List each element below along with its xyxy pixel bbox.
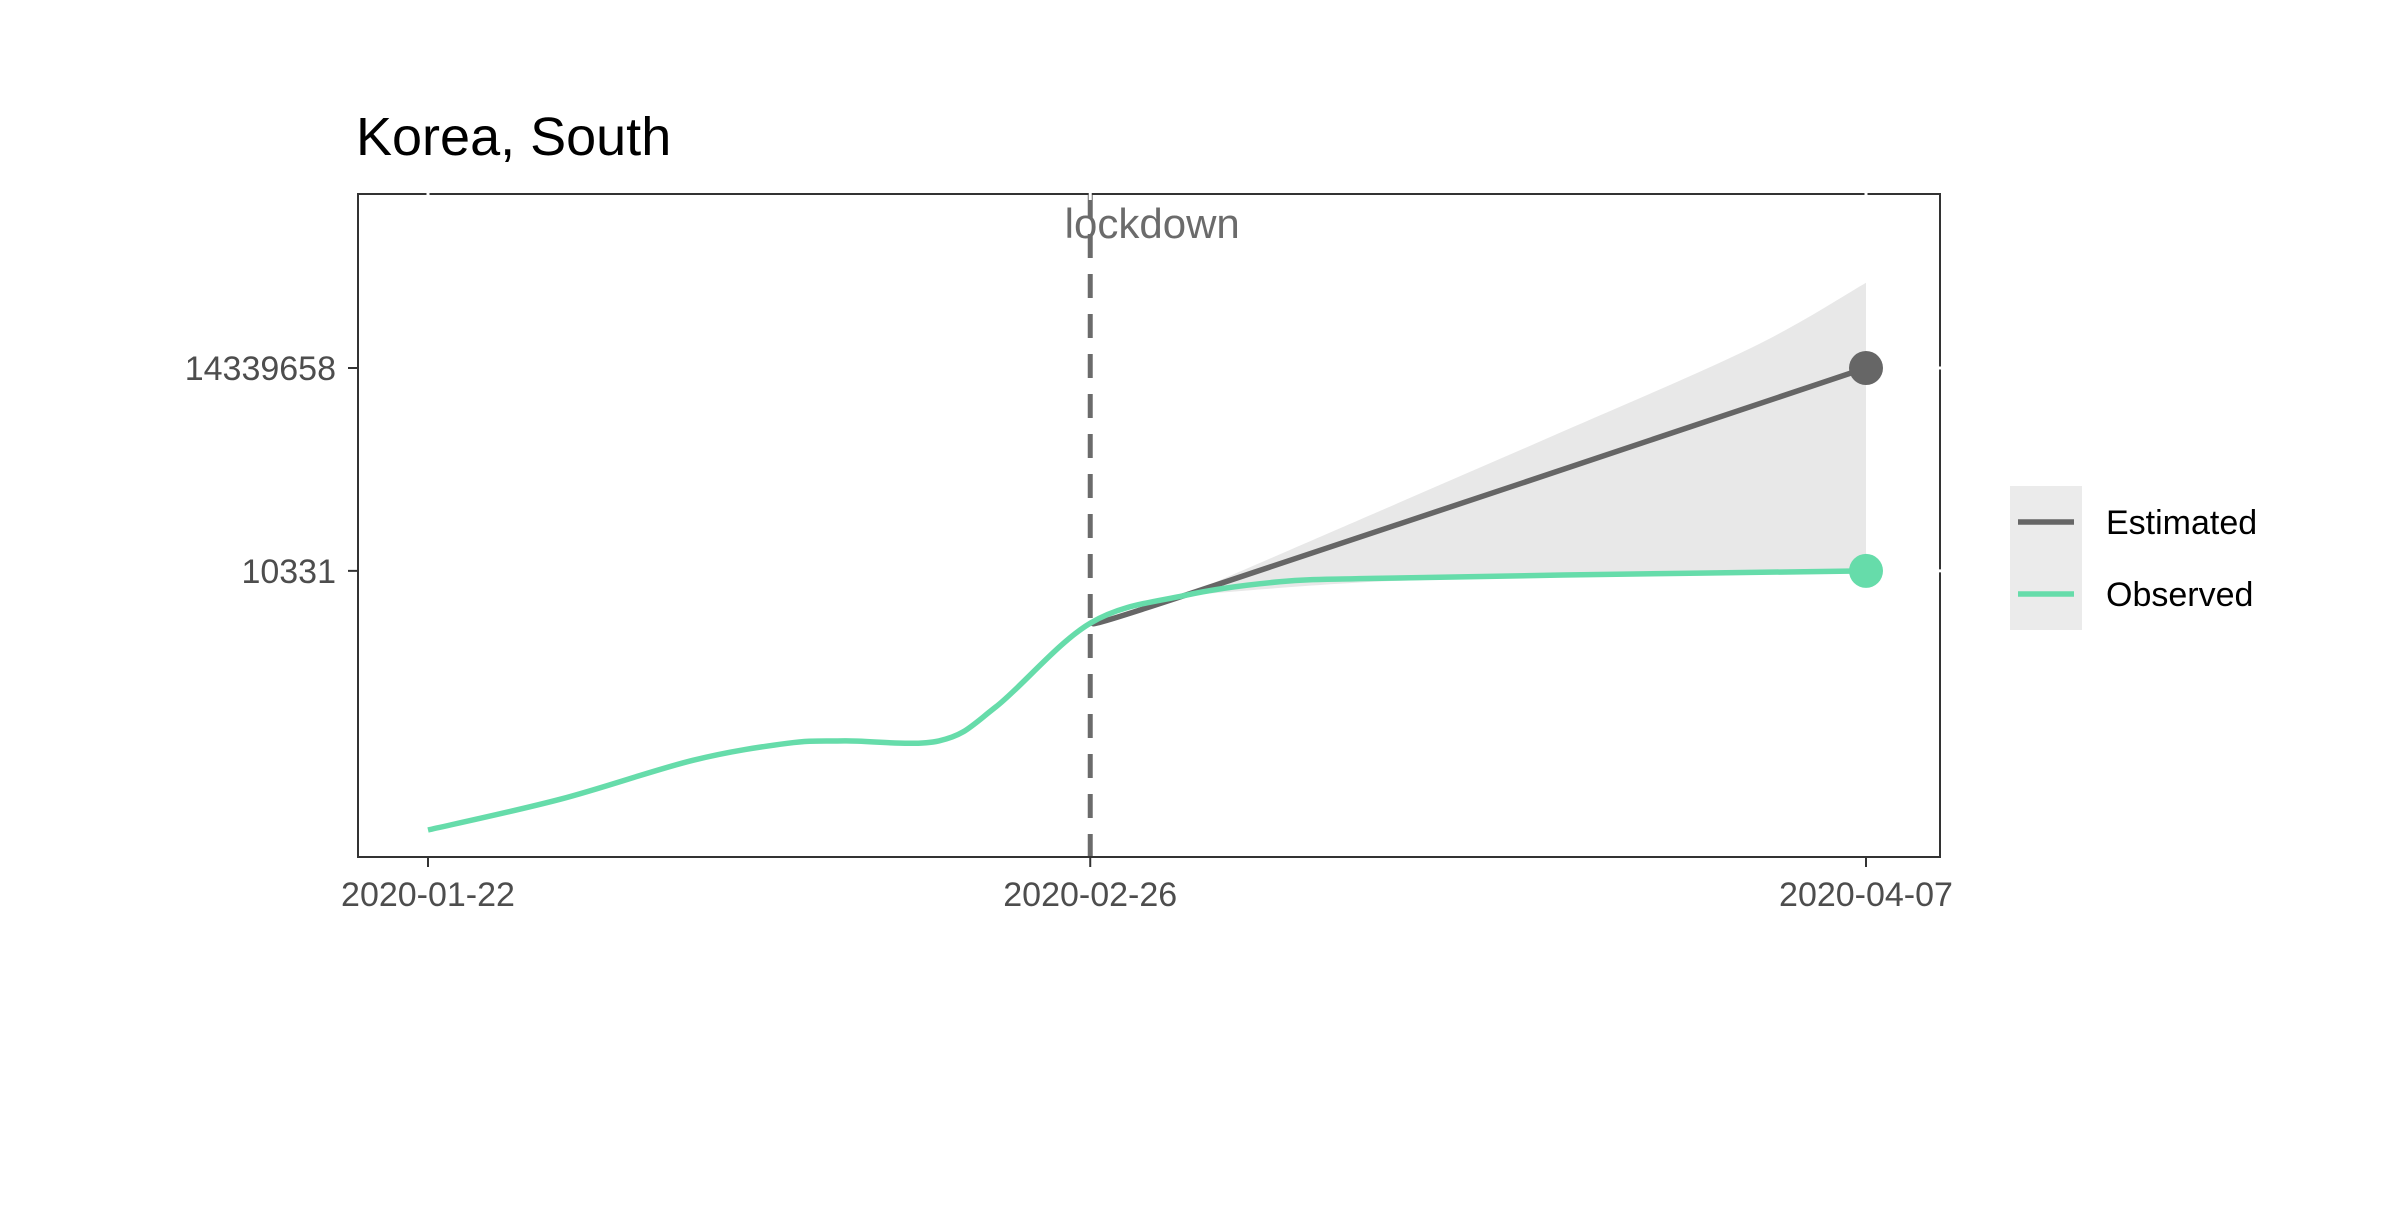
y-tick-label: 14339658 xyxy=(185,350,336,388)
legend-label-observed: Observed xyxy=(2106,576,2253,614)
lockdown-label: lockdown xyxy=(1065,200,1240,247)
legend-key-background xyxy=(2010,486,2082,630)
x-tick-label: 2020-01-22 xyxy=(341,876,515,914)
x-tick-label: 2020-02-26 xyxy=(1003,876,1177,914)
chart-title: Korea, South xyxy=(356,107,671,167)
estimated-endpoint xyxy=(1849,351,1883,385)
estimated-ribbon xyxy=(1184,282,1866,596)
legend-label-estimated: Estimated xyxy=(2106,504,2257,542)
plot-area: lockdown 2020-01-22 2020-02-26 2020-04-07 10… xyxy=(185,192,1953,914)
x-tick-label: 2020-04-07 xyxy=(1779,876,1953,914)
plot-marks xyxy=(427,194,1867,857)
y-tick-label: 10331 xyxy=(241,553,336,591)
observed-line xyxy=(427,568,1867,833)
legend: Estimated Observed xyxy=(2010,486,2257,630)
panel-border xyxy=(357,193,1941,858)
observed-endpoint xyxy=(1849,553,1883,588)
